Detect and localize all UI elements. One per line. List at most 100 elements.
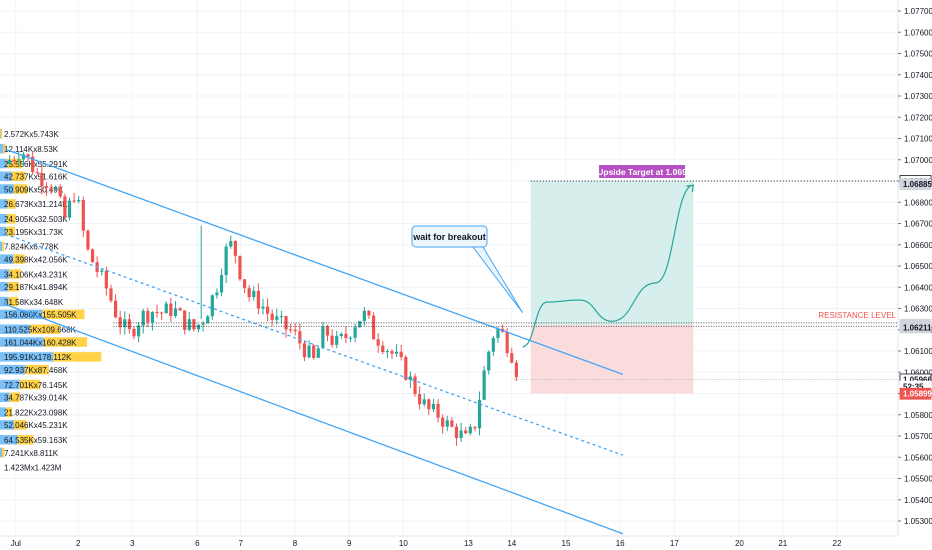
y-tick-label: 1.07700 bbox=[904, 7, 932, 16]
x-tick-label: 10 bbox=[399, 539, 408, 548]
x-tick-label: 17 bbox=[670, 539, 679, 548]
candle-up bbox=[206, 316, 210, 324]
channel-line-middle[interactable] bbox=[4, 233, 624, 456]
volume-bar-up bbox=[0, 379, 20, 390]
candle-down bbox=[514, 362, 518, 378]
callout-text: wait for breakout bbox=[412, 232, 486, 242]
volume-bar-up bbox=[0, 199, 8, 209]
candle-down bbox=[427, 399, 431, 410]
candle-up bbox=[385, 351, 389, 353]
callout-box[interactable] bbox=[411, 225, 488, 248]
candle-up bbox=[482, 370, 486, 400]
candle-up bbox=[164, 303, 168, 314]
candle-down bbox=[450, 420, 454, 427]
candle-up bbox=[431, 403, 436, 410]
y-axis[interactable]: 1.05300 1.05400 1.05500 1.05600 1.05700 1.058… bbox=[897, 0, 932, 550]
y-tick-label: 1.06500 bbox=[904, 262, 932, 271]
volume-bar-up bbox=[0, 407, 6, 417]
callout-pointer bbox=[472, 246, 524, 314]
candle-down bbox=[325, 326, 330, 336]
volume-bar-down bbox=[53, 352, 102, 362]
volume-label: 21.822Kx23.098K bbox=[4, 408, 68, 417]
candle-up bbox=[123, 319, 127, 328]
volume-label: 64.535Kx59.163K bbox=[4, 436, 68, 445]
candle-down bbox=[418, 394, 422, 405]
upside-target-label: Upside Target at 1.069 bbox=[597, 167, 687, 177]
volume-bar-up bbox=[0, 282, 8, 292]
candle-down bbox=[371, 315, 376, 340]
candle-down bbox=[344, 333, 348, 339]
volume-bar-up bbox=[0, 214, 7, 224]
upside-target-label-bg bbox=[599, 165, 686, 178]
candle-up bbox=[348, 337, 353, 339]
volume-bar-down bbox=[3, 143, 6, 154]
volume-profile: 2.572Kx5.743K 12.114Kx8.53K 25.556Kx55.291… bbox=[0, 129, 102, 473]
candle-down bbox=[242, 279, 247, 289]
candle-up bbox=[477, 399, 482, 429]
volume-label: 7.824Kx6.778K bbox=[4, 243, 59, 252]
candle-down bbox=[289, 329, 293, 331]
candle-up bbox=[219, 275, 224, 293]
y-tick-label: 1.05800 bbox=[904, 411, 932, 420]
price-badge bbox=[899, 178, 932, 191]
y-tick-label: 1.06700 bbox=[904, 220, 932, 229]
candle-down bbox=[26, 154, 30, 157]
candle-down bbox=[390, 351, 394, 354]
price-badge bbox=[899, 321, 932, 334]
candle-up bbox=[150, 311, 155, 323]
volume-label: 50.909Kx50.49K bbox=[4, 185, 64, 194]
volume-bar-up bbox=[0, 184, 14, 194]
volume-label: 24.905Kx32.503K bbox=[4, 215, 68, 224]
candle-up bbox=[321, 326, 325, 349]
x-tick-label: 8 bbox=[293, 539, 298, 548]
channel-line-upper[interactable] bbox=[4, 148, 624, 375]
candle-up bbox=[316, 348, 320, 358]
x-tick-label: 16 bbox=[616, 539, 625, 548]
price-badge bbox=[899, 387, 932, 400]
x-tick-label: 14 bbox=[507, 539, 516, 548]
volume-label: 110.525Kx109.668K bbox=[4, 326, 77, 335]
candle-up bbox=[408, 376, 413, 380]
volume-bar-down bbox=[1, 447, 5, 458]
volume-bar-down bbox=[6, 214, 16, 224]
volume-bar-up bbox=[0, 352, 54, 362]
candle-up bbox=[459, 430, 463, 439]
volume-label: 195.91Kx178.112K bbox=[4, 353, 72, 362]
x-tick-label: Jul bbox=[11, 539, 21, 548]
y-tick-label: 1.07400 bbox=[904, 71, 932, 80]
volume-bar-up bbox=[0, 364, 26, 375]
y-tick-label: 1.06600 bbox=[904, 241, 932, 250]
volume-bar-down bbox=[42, 309, 85, 320]
projection-path bbox=[522, 184, 694, 348]
candle-down bbox=[58, 187, 62, 197]
candle-up bbox=[335, 335, 339, 345]
volume-bar-up bbox=[0, 143, 4, 154]
candle-down bbox=[367, 310, 371, 316]
target-zone bbox=[530, 181, 694, 325]
candle-up bbox=[394, 351, 399, 354]
candle-up bbox=[445, 420, 449, 427]
volume-label: 72.701Kx76.145K bbox=[4, 381, 68, 390]
volume-bar-up bbox=[0, 447, 2, 458]
candle-up bbox=[229, 240, 233, 247]
candle-down bbox=[12, 159, 16, 161]
price-badge-label: 1.05966 bbox=[903, 375, 932, 384]
candle-down bbox=[298, 331, 302, 344]
x-tick-label: 2 bbox=[76, 539, 81, 548]
candle-down bbox=[265, 306, 270, 314]
x-axis[interactable]: Jul 2 3 6 7 8 9 10 13 14 15 16 17 20 21 22 bbox=[0, 535, 898, 550]
x-tick-label: 13 bbox=[464, 539, 473, 548]
volume-label: 2.572Kx5.743K bbox=[4, 130, 59, 139]
volume-bar-up bbox=[0, 241, 3, 252]
candle-up bbox=[17, 159, 21, 161]
volume-label: 23.195Kx31.73K bbox=[4, 228, 64, 237]
x-tick-label: 21 bbox=[778, 539, 787, 548]
volume-label: 1.423Mx1.423M bbox=[4, 464, 62, 473]
volume-bar-down bbox=[17, 435, 34, 445]
channel-line-lower[interactable] bbox=[4, 303, 624, 535]
candle-down bbox=[330, 335, 334, 345]
candle-down bbox=[49, 187, 53, 190]
candle-down bbox=[256, 290, 260, 309]
